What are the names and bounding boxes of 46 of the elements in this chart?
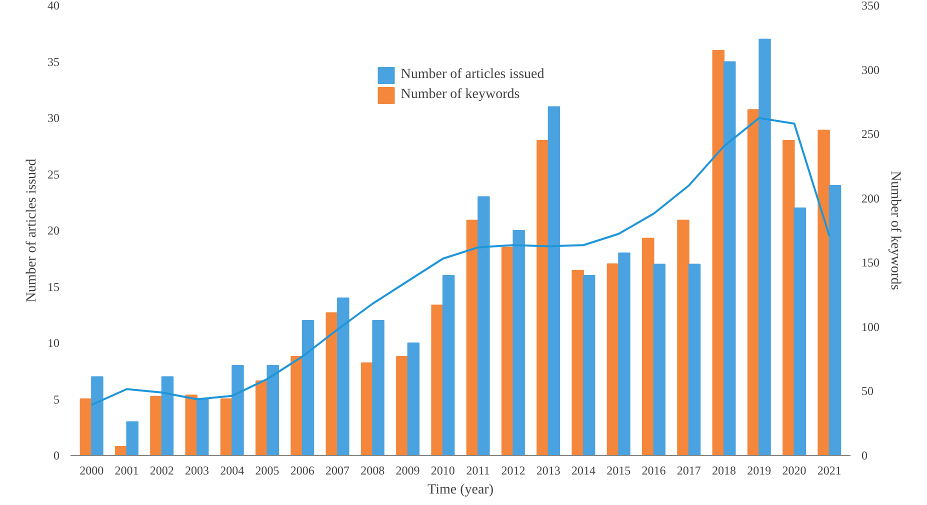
- y-axis-title: Number of articles issued: [24, 158, 40, 302]
- x-tick-label: 2016: [642, 464, 666, 478]
- x-tick-label: 2012: [501, 464, 526, 478]
- y2-tick-label: 100: [862, 320, 880, 334]
- x-tick-label: 2004: [220, 464, 244, 478]
- y2-tick-label: 200: [862, 191, 880, 206]
- x-tick-label: 2018: [712, 464, 736, 478]
- x-tick-label: 2006: [290, 464, 314, 478]
- y2-axis-title: Number of keywords: [888, 171, 902, 290]
- y2-tick-label: 50: [862, 384, 874, 398]
- x-tick-label: 2011: [466, 464, 490, 478]
- legend-label: Number of articles issued: [400, 67, 544, 83]
- x-tick-label: 2019: [747, 464, 772, 478]
- x-tick-label: 2008: [360, 464, 385, 478]
- x-tick-label: 2003: [184, 464, 209, 478]
- x-axis-title: Time (year): [428, 482, 494, 498]
- x-tick-label: 2015: [606, 464, 631, 478]
- bar: [126, 421, 138, 456]
- y-tick-label: 40: [48, 0, 60, 12]
- y-tick-label: 20: [48, 224, 60, 238]
- x-tick-label: 2007: [326, 464, 350, 478]
- x-tick-label: 2002: [150, 464, 174, 478]
- x-tick-label: 2017: [676, 464, 701, 478]
- x-tick-label: 2010: [430, 464, 455, 478]
- y-tick-label: 5: [54, 392, 60, 406]
- y-tick-label: 30: [48, 111, 60, 125]
- line-series: [90, 117, 830, 406]
- y2-tick-label: 150: [862, 256, 880, 270]
- y2-tick-label: 0: [862, 448, 868, 462]
- y-tick-label: 35: [48, 54, 60, 69]
- x-tick-label: 2000: [80, 464, 104, 478]
- x-tick-label: 2021: [817, 464, 842, 478]
- x-tick-label: 2020: [782, 464, 806, 478]
- x-tick-label: 2009: [396, 464, 420, 478]
- legend-label: Number of keywords: [400, 87, 520, 103]
- y2-tick-label: 250: [862, 127, 880, 142]
- x-tick-label: 2001: [114, 464, 139, 478]
- x-tick-label: 2014: [571, 464, 596, 478]
- y2-tick-label: 350: [862, 0, 880, 12]
- y-tick-label: 25: [48, 167, 60, 182]
- x-tick-label: 2005: [255, 464, 280, 478]
- y-tick-label: 10: [48, 336, 60, 350]
- x-tick-label: 2013: [536, 464, 560, 478]
- y-tick-label: 0: [54, 448, 60, 462]
- y-tick-label: 15: [48, 280, 60, 294]
- y2-tick-label: 300: [862, 62, 880, 77]
